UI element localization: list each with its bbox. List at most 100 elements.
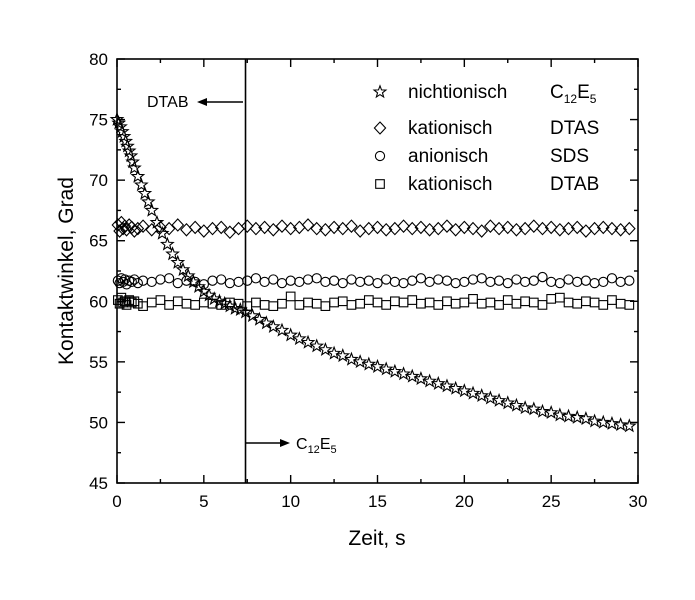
x-tick-label: 30 — [629, 492, 648, 511]
square-point — [607, 295, 617, 305]
star-point — [578, 411, 594, 426]
series-dtas — [111, 215, 636, 240]
square-point — [181, 298, 192, 309]
star-point — [252, 311, 267, 326]
square-point — [277, 298, 287, 309]
dtab-annotation-label: DTAB — [147, 94, 188, 111]
y-tick-label: 75 — [89, 111, 108, 130]
diamond-point — [457, 220, 471, 235]
c12e5-annot-c: C — [296, 436, 308, 453]
square-point — [132, 298, 143, 309]
legend-c12e5-c: C — [550, 82, 564, 103]
square-point — [146, 297, 157, 308]
star-point — [170, 254, 186, 269]
star-point — [604, 415, 620, 430]
star-point — [378, 361, 394, 376]
square-point — [337, 296, 348, 307]
square-point — [624, 300, 635, 310]
circle-point — [589, 277, 600, 289]
square-point — [433, 300, 444, 310]
diamond-point — [345, 219, 358, 233]
circle-point — [268, 274, 279, 285]
star-point — [439, 378, 455, 393]
dtab-arrowhead-icon — [197, 98, 207, 106]
circle-point — [233, 276, 244, 288]
circle-point — [467, 274, 479, 285]
circle-point — [485, 276, 496, 288]
square-point — [407, 295, 418, 305]
legend-c12e5-sub12: 12 — [564, 92, 578, 106]
square-point — [554, 292, 565, 303]
circle-point — [328, 275, 340, 286]
c12e5-annot-e: E — [320, 436, 331, 453]
star-point — [370, 358, 385, 373]
circle-point — [320, 276, 331, 288]
square-point — [138, 301, 148, 311]
square-point — [311, 298, 322, 309]
square-point — [416, 298, 426, 309]
star-point — [154, 225, 170, 240]
c12e5-annotation: C12E5 — [246, 436, 337, 456]
diamond-point — [310, 221, 324, 236]
square-point — [528, 297, 539, 308]
circle-point — [137, 275, 149, 286]
circle-point — [337, 277, 348, 289]
legend-formula-c12e5: C12E5 — [550, 82, 597, 106]
star-point — [491, 392, 507, 407]
star-point — [258, 315, 274, 330]
circle-point — [511, 274, 522, 285]
legend-label-kationisch-dtas: kationisch — [408, 118, 493, 139]
diamond-point — [188, 220, 202, 235]
diamond-point — [136, 219, 150, 233]
y-tick-label: 50 — [89, 413, 108, 432]
star-point — [474, 388, 490, 403]
circle-point — [285, 275, 296, 286]
circle-point — [172, 277, 183, 289]
diamond-point — [266, 223, 280, 237]
square-point — [589, 297, 600, 308]
star-point — [613, 417, 629, 432]
square-point — [268, 301, 279, 311]
diamond-point — [120, 223, 133, 237]
square-point — [155, 295, 166, 305]
square-point — [294, 300, 305, 310]
star-point — [448, 380, 464, 395]
circle-point — [242, 275, 253, 286]
x-tick-label: 25 — [542, 492, 561, 511]
circle-point — [155, 274, 166, 285]
star-point — [300, 334, 316, 349]
square-point — [546, 294, 557, 304]
circle-point — [381, 274, 392, 285]
circle-point — [528, 275, 539, 286]
circle-point — [606, 273, 618, 284]
star-point — [352, 354, 368, 369]
square-point — [320, 301, 331, 311]
star-point — [387, 363, 403, 378]
star-point — [144, 202, 160, 217]
star-point — [335, 348, 351, 363]
square-point — [572, 298, 583, 309]
legend-formula-dtab: DTAB — [550, 174, 599, 195]
star-point — [595, 414, 611, 429]
diamond-point — [171, 218, 185, 232]
square-point — [172, 296, 183, 307]
diamond-point — [214, 220, 228, 235]
diamond-point — [475, 224, 489, 238]
circle-point — [311, 273, 322, 284]
square-point — [468, 294, 478, 304]
circle-point — [563, 274, 574, 285]
circle-point — [198, 279, 209, 290]
square-point — [615, 298, 626, 309]
circle-point — [363, 275, 374, 286]
circle-point — [259, 276, 270, 288]
legend-circle-marker — [374, 150, 386, 162]
series-dtab — [113, 291, 635, 311]
y-tick-label: 70 — [89, 171, 108, 190]
star-point — [561, 408, 576, 423]
c12e5-annotation-label: C12E5 — [296, 436, 337, 456]
square-point — [485, 297, 496, 308]
diamond-point — [414, 220, 428, 235]
star-point — [274, 322, 290, 337]
legend-c12e5-e: E — [577, 82, 590, 103]
diamond-point — [527, 219, 541, 233]
